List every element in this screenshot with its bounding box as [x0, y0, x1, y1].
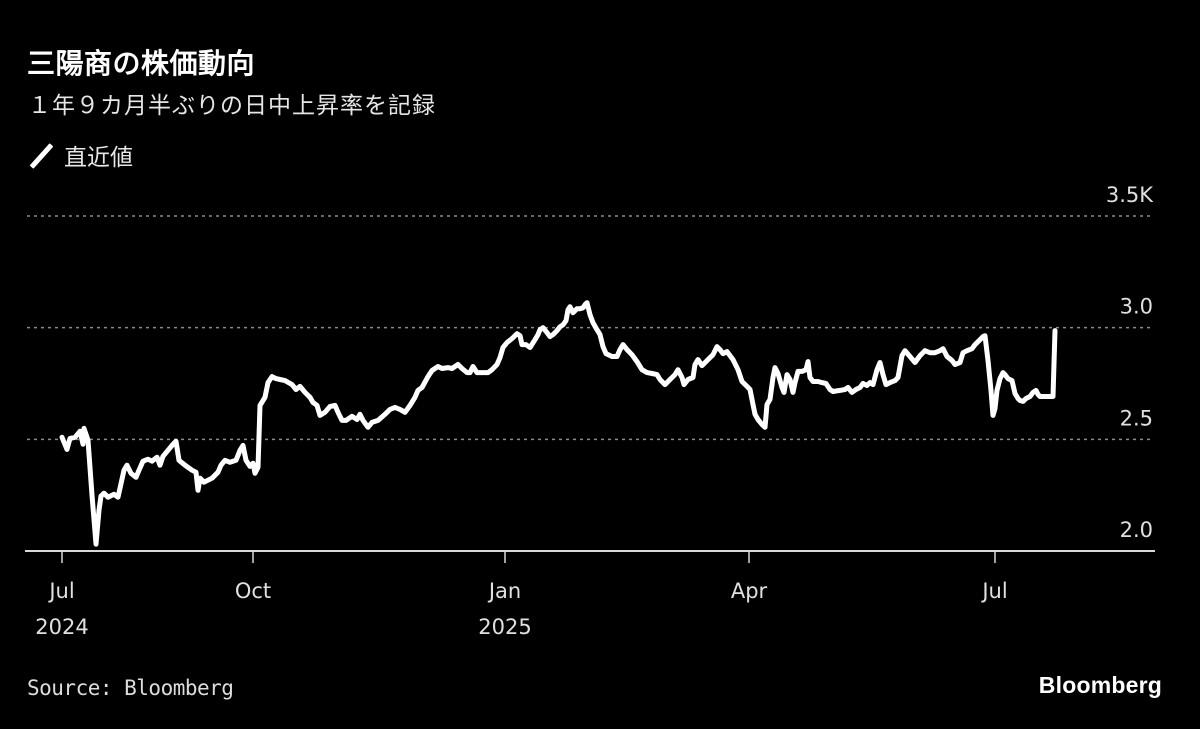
- gridlines: [27, 215, 1152, 441]
- x-tick-year-label: 2025: [478, 615, 531, 639]
- legend-label-latest: 直近値: [64, 145, 133, 171]
- x-tick-year-label: 2024: [35, 615, 88, 639]
- y-tick-label: 2.0: [1120, 518, 1153, 542]
- y-tick-label: 3.5K: [1106, 183, 1154, 207]
- source-note: Source: Bloomberg: [27, 676, 234, 700]
- x-tick-label: Apr: [731, 579, 768, 603]
- bloomberg-logo: Bloomberg: [1038, 672, 1162, 698]
- price-line: [59, 300, 1058, 547]
- x-tick-label: Oct: [235, 579, 271, 603]
- x-tick-label: Jul: [47, 579, 74, 603]
- chart-title: 三陽商の株価動向: [27, 47, 256, 80]
- x-tick-label: Jul: [980, 579, 1007, 603]
- y-tick-label: 2.5: [1120, 406, 1153, 430]
- x-axis-ticks: Jul 2024 Oct Jan 2025 Apr Jul: [35, 551, 1008, 639]
- legend: 直近値: [28, 138, 133, 172]
- y-axis-labels: 3.5K 3.0 2.5 2.0: [1106, 183, 1154, 542]
- chart-subtitle: １年９カ月半ぶりの日中上昇率を記録: [28, 93, 436, 119]
- x-tick-label: Jan: [487, 579, 521, 603]
- y-tick-label: 3.0: [1120, 295, 1153, 319]
